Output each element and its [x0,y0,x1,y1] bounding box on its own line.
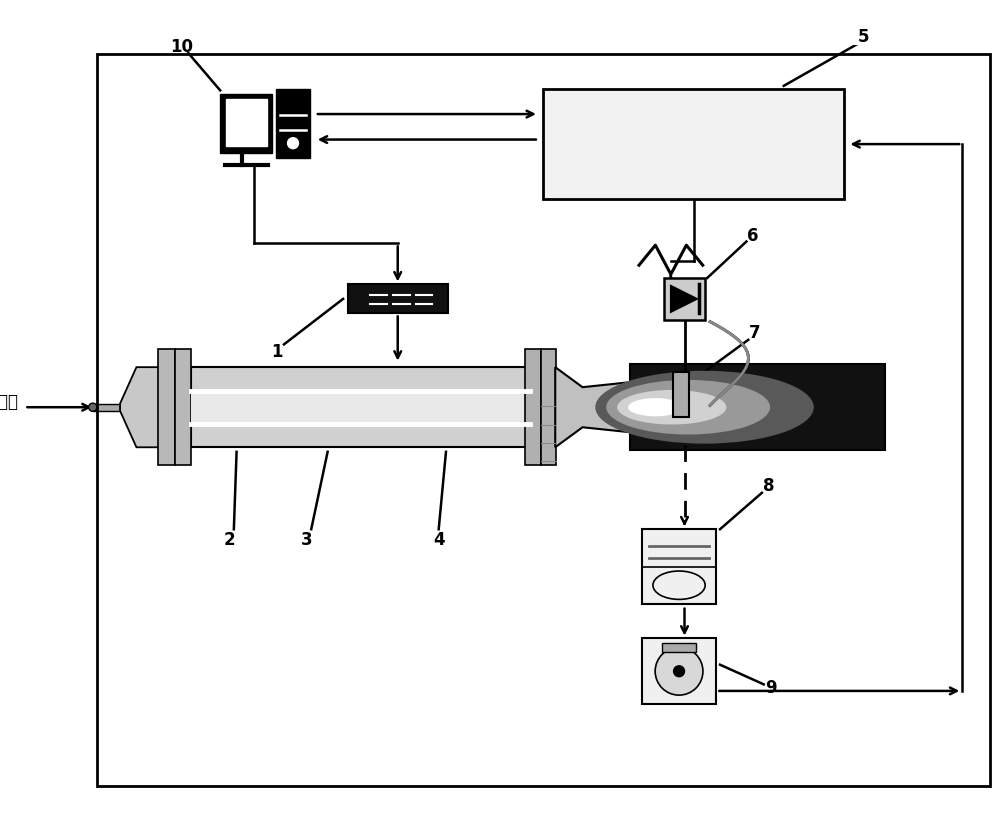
FancyBboxPatch shape [642,529,716,604]
Circle shape [674,666,685,677]
Circle shape [89,403,97,411]
Text: TDLAS信号调制: TDLAS信号调制 [641,116,746,134]
Polygon shape [93,404,120,411]
FancyBboxPatch shape [525,349,541,466]
FancyBboxPatch shape [541,349,556,466]
FancyBboxPatch shape [191,368,530,447]
FancyBboxPatch shape [673,372,689,417]
FancyBboxPatch shape [630,364,885,451]
Ellipse shape [617,390,726,424]
Text: 及数据处理模块: 及数据处理模块 [657,160,730,178]
Polygon shape [276,90,310,157]
Polygon shape [555,368,634,447]
FancyBboxPatch shape [664,278,705,320]
Text: 3: 3 [301,531,312,549]
Polygon shape [226,100,267,146]
Polygon shape [220,94,272,153]
FancyBboxPatch shape [348,284,448,313]
FancyBboxPatch shape [543,90,844,199]
Ellipse shape [628,398,683,416]
Text: 8: 8 [763,476,775,494]
Circle shape [288,138,298,148]
Text: 5: 5 [858,28,870,45]
Ellipse shape [606,380,770,434]
Ellipse shape [595,371,814,443]
Text: 7: 7 [749,325,760,343]
Text: 氧化剂: 氧化剂 [0,393,18,410]
Text: 6: 6 [747,227,759,245]
FancyBboxPatch shape [158,349,175,466]
Text: 10: 10 [170,38,193,56]
FancyBboxPatch shape [191,391,530,423]
Text: 2: 2 [223,531,235,549]
Polygon shape [120,368,161,447]
Text: 4: 4 [433,531,445,549]
Text: 9: 9 [765,679,777,696]
FancyBboxPatch shape [662,643,696,652]
FancyBboxPatch shape [175,349,191,466]
Polygon shape [670,284,699,313]
Circle shape [655,648,703,695]
Text: 1: 1 [271,343,282,361]
FancyBboxPatch shape [642,639,716,704]
